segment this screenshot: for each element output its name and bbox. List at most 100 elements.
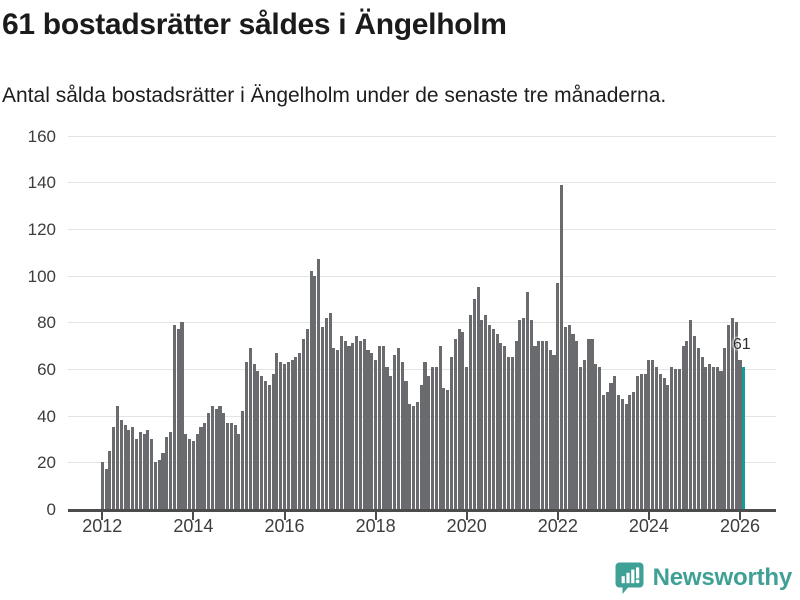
gridline <box>68 322 776 324</box>
bar <box>579 366 583 509</box>
bar <box>624 404 628 509</box>
bar <box>408 404 412 509</box>
bar <box>617 394 621 509</box>
bar <box>404 380 408 509</box>
x-axis-label: 2014 <box>173 516 214 536</box>
bar <box>605 392 609 509</box>
bar <box>381 345 385 509</box>
x-axis-label: 2020 <box>446 516 487 536</box>
bar <box>571 334 575 509</box>
bar <box>412 406 416 509</box>
bar <box>233 425 237 509</box>
bar <box>639 373 643 509</box>
newsworthy-logo[interactable]: Newsworthy <box>614 561 792 595</box>
bar <box>491 329 495 509</box>
bar <box>244 362 249 509</box>
bar <box>161 453 165 509</box>
bar <box>286 362 290 509</box>
bar <box>332 348 336 509</box>
x-axis-tick <box>465 512 468 520</box>
bar <box>510 357 514 509</box>
bar <box>427 376 431 509</box>
bar <box>692 336 697 509</box>
bar <box>115 406 120 509</box>
bar <box>366 350 370 509</box>
bar <box>336 350 340 509</box>
bar <box>704 366 708 509</box>
x-axis-tick <box>192 512 195 520</box>
bar <box>389 376 393 509</box>
bar <box>575 341 579 509</box>
bar <box>533 345 537 509</box>
bar <box>301 338 306 509</box>
bar <box>487 324 492 509</box>
gridline <box>68 369 776 371</box>
bar <box>506 357 511 509</box>
bar <box>252 364 256 509</box>
bar <box>328 313 332 509</box>
bar <box>522 317 526 509</box>
y-axis-label: 120 <box>27 220 56 240</box>
bar <box>708 364 712 509</box>
bar <box>108 450 112 509</box>
bar <box>442 387 446 509</box>
bar <box>594 364 598 509</box>
bar <box>465 366 469 509</box>
bar <box>552 355 556 509</box>
y-axis-label: 40 <box>37 406 56 426</box>
bar <box>222 413 226 509</box>
bar <box>282 364 287 509</box>
bar <box>199 427 203 509</box>
page-subtitle: Antal sålda bostadsrätter i Ängelholm un… <box>2 84 667 107</box>
bar <box>415 401 419 509</box>
bar <box>529 320 533 509</box>
x-axis-label: 2018 <box>355 516 396 536</box>
bar <box>176 329 180 509</box>
bar <box>203 422 207 509</box>
bar <box>590 338 594 509</box>
bar <box>191 441 195 509</box>
bar <box>476 287 480 509</box>
bar <box>457 329 461 509</box>
bar <box>347 345 351 509</box>
bar <box>472 299 476 509</box>
bar <box>632 392 636 509</box>
bar <box>237 434 241 509</box>
x-axis-label: 2024 <box>628 516 669 536</box>
bar <box>658 373 662 509</box>
bar <box>503 345 507 509</box>
x-axis-label: 2022 <box>537 516 578 536</box>
bar <box>560 184 564 509</box>
bar <box>131 427 135 509</box>
highlighted-bar <box>742 366 746 509</box>
bar <box>689 320 693 509</box>
bar <box>150 439 154 509</box>
bar <box>339 336 343 509</box>
bar <box>620 399 624 509</box>
gridline <box>68 275 776 277</box>
bar-chart: 0 20 40 60 80 100 120 140 160 2012 2014 2016 2018 202… <box>27 127 776 536</box>
bar <box>134 439 138 509</box>
bar <box>317 259 321 509</box>
bar <box>723 348 727 509</box>
bar <box>180 322 184 509</box>
bar <box>142 434 146 509</box>
y-axis-label: 140 <box>27 173 56 193</box>
bar <box>362 338 366 509</box>
bar <box>127 429 131 509</box>
value-label: 61 <box>732 335 751 353</box>
bar <box>685 341 689 509</box>
bar <box>157 460 161 509</box>
bar <box>662 378 666 509</box>
y-axis-label: 60 <box>37 360 56 380</box>
x-axis-tick <box>739 512 742 520</box>
bar <box>184 434 188 509</box>
bar <box>598 366 602 509</box>
bar <box>495 334 499 509</box>
bar <box>214 408 218 509</box>
bar <box>654 366 659 509</box>
bar <box>643 373 647 509</box>
newsworthy-logo-icon <box>614 561 645 595</box>
bar <box>499 343 503 509</box>
bar <box>586 338 590 509</box>
